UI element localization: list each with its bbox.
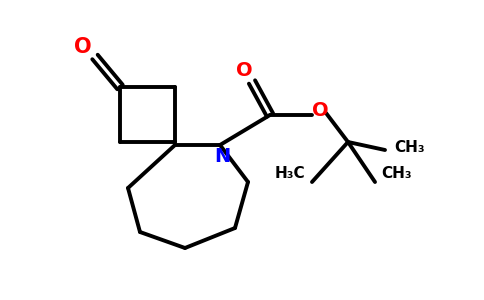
Text: CH₃: CH₃ xyxy=(382,167,412,182)
Text: CH₃: CH₃ xyxy=(394,140,425,155)
Text: O: O xyxy=(74,37,92,57)
Text: O: O xyxy=(312,100,328,119)
Text: O: O xyxy=(236,61,252,80)
Text: H₃C: H₃C xyxy=(275,167,305,182)
Text: N: N xyxy=(214,148,230,166)
